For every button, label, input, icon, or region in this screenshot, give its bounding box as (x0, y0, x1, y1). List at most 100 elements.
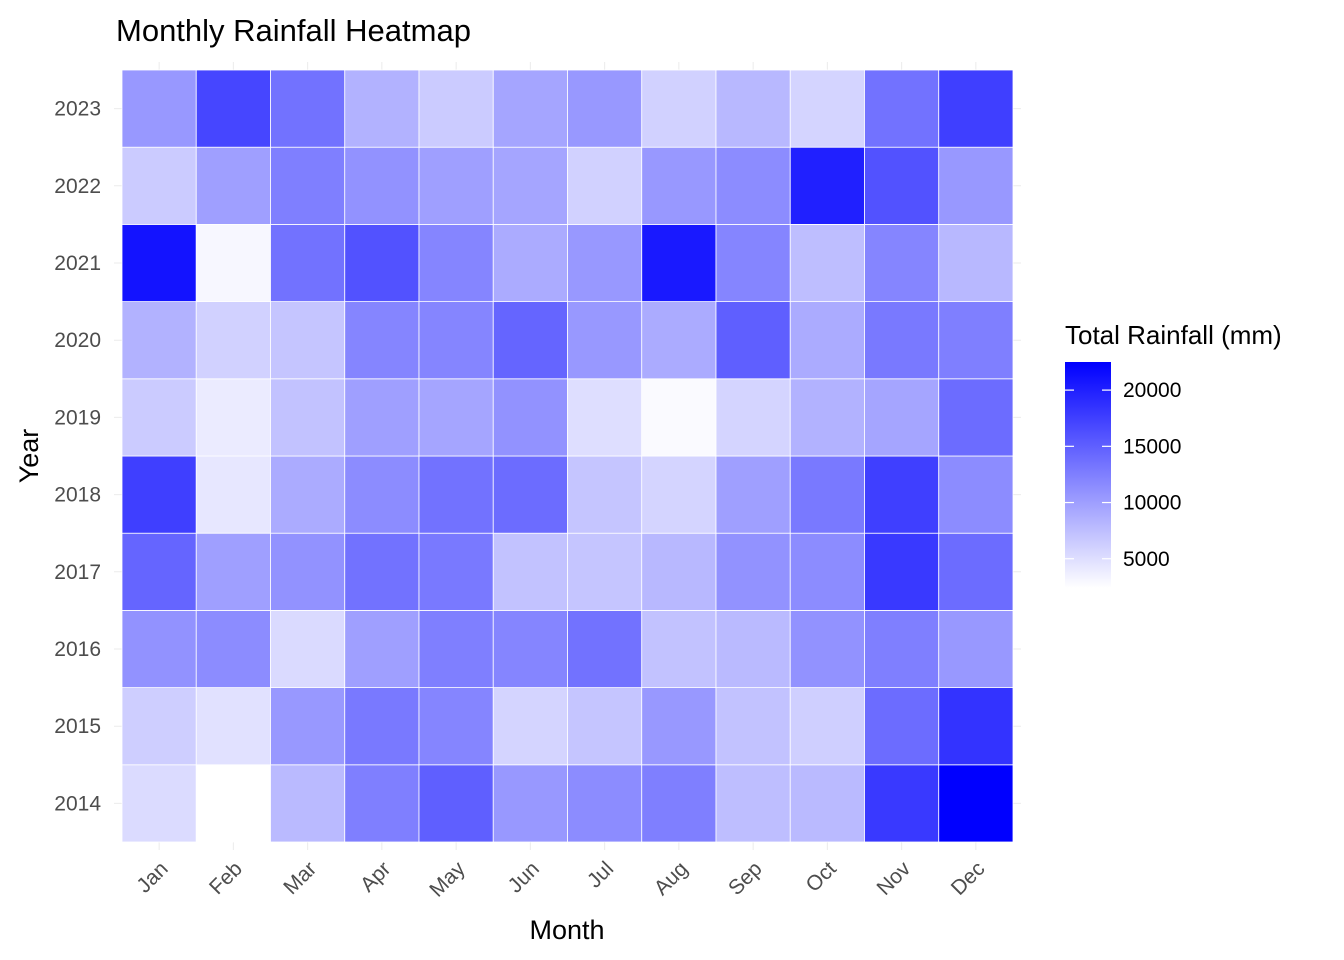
heatmap-cell-aug-2014 (641, 764, 717, 843)
y-axis-ticks: 2014 2015 2016 2017 2018 2019 2020 2021 2022 2023 (54, 98, 101, 816)
heatmap-cell-jan-2019 (121, 378, 197, 457)
heatmap-cell-mar-2015 (270, 687, 346, 766)
legend-title: Total Rainfall (mm) (1065, 320, 1282, 350)
heatmap-cell-jun-2014 (492, 764, 568, 843)
heatmap-cell-sep-2018 (715, 455, 791, 534)
heatmap-cell-jun-2018 (492, 455, 568, 534)
heatmap-cell-dec-2017 (938, 532, 1014, 611)
legend-colorbar (1065, 362, 1111, 588)
heatmap-cell-dec-2019 (938, 378, 1014, 457)
heatmap-cell-may-2019 (418, 378, 494, 457)
heatmap-cell-apr-2015 (344, 687, 420, 766)
heatmap-cell-feb-2023 (195, 69, 271, 148)
heatmap-cell-oct-2017 (789, 532, 865, 611)
heatmap-cell-may-2023 (418, 69, 494, 148)
heatmap-cell-jan-2015 (121, 687, 197, 766)
heatmap-cell-jun-2016 (492, 610, 568, 689)
heatmap-cell-feb-2016 (195, 610, 271, 689)
x-tick-label: May (425, 857, 470, 902)
heatmap-cell-jan-2023 (121, 69, 197, 148)
heatmap-cell-jan-2014 (121, 764, 197, 843)
y-tick-label: 2019 (54, 406, 101, 429)
heatmap-cell-nov-2014 (864, 764, 940, 843)
heatmap-cell-nov-2018 (864, 455, 940, 534)
heatmap-cell-mar-2020 (270, 301, 346, 380)
heatmap-cell-sep-2015 (715, 687, 791, 766)
heatmap-cell-may-2014 (418, 764, 494, 843)
heatmap-cell-oct-2018 (789, 455, 865, 534)
heatmap-cell-aug-2017 (641, 532, 717, 611)
heatmap-cell-aug-2020 (641, 301, 717, 380)
heatmap-cell-aug-2015 (641, 687, 717, 766)
heatmap-cell-jan-2022 (121, 146, 197, 225)
heatmap-cell-apr-2023 (344, 69, 420, 148)
heatmap-cell-sep-2023 (715, 69, 791, 148)
heatmap-cell-dec-2020 (938, 301, 1014, 380)
heatmap-cell-feb-2021 (195, 223, 271, 302)
heatmap-cell-jul-2016 (567, 610, 643, 689)
heatmap-cell-nov-2016 (864, 610, 940, 689)
y-tick-label: 2020 (54, 329, 101, 352)
legend-ticks: 5000 10000 15000 20000 (1065, 379, 1181, 571)
heatmap-cell-nov-2021 (864, 223, 940, 302)
heatmap-cell-jul-2023 (567, 69, 643, 148)
heatmap-cell-feb-2015 (195, 687, 271, 766)
heatmap-cell-apr-2021 (344, 223, 420, 302)
heatmap-cell-jul-2021 (567, 223, 643, 302)
heatmap-cell-oct-2020 (789, 301, 865, 380)
heatmap-cell-jun-2015 (492, 687, 568, 766)
legend-tick-label: 20000 (1123, 379, 1181, 402)
heatmap-cell-nov-2017 (864, 532, 940, 611)
heatmap-cell-mar-2022 (270, 146, 346, 225)
heatmap-cell-mar-2023 (270, 69, 346, 148)
heatmap-cells (121, 69, 1014, 843)
x-axis-ticks: Jan Feb Mar Apr May Jun Jul Aug Sep Oct Nov Dec (132, 857, 989, 902)
heatmap-cell-dec-2015 (938, 687, 1014, 766)
heatmap-cell-mar-2017 (270, 532, 346, 611)
heatmap-cell-dec-2014 (938, 764, 1014, 843)
y-tick-label: 2018 (54, 484, 101, 507)
heatmap-cell-jun-2023 (492, 69, 568, 148)
heatmap-cell-mar-2021 (270, 223, 346, 302)
heatmap-cell-mar-2018 (270, 455, 346, 534)
heatmap-cell-apr-2014 (344, 764, 420, 843)
heatmap-cell-dec-2021 (938, 223, 1014, 302)
heatmap-cell-sep-2022 (715, 146, 791, 225)
y-tick-label: 2015 (54, 715, 101, 738)
heatmap-cell-jul-2020 (567, 301, 643, 380)
heatmap-cell-dec-2023 (938, 69, 1014, 148)
heatmap-cell-aug-2016 (641, 610, 717, 689)
heatmap-cell-nov-2015 (864, 687, 940, 766)
heatmap-cell-aug-2019 (641, 378, 717, 457)
y-tick-label: 2021 (54, 252, 101, 275)
heatmap-cell-jul-2017 (567, 532, 643, 611)
heatmap-cell-sep-2019 (715, 378, 791, 457)
heatmap-cell-sep-2017 (715, 532, 791, 611)
heatmap-cell-feb-2020 (195, 301, 271, 380)
heatmap-cell-apr-2017 (344, 532, 420, 611)
heatmap-cell-aug-2018 (641, 455, 717, 534)
heatmap-cell-jul-2019 (567, 378, 643, 457)
y-tick-label: 2023 (54, 98, 101, 121)
heatmap-cell-oct-2019 (789, 378, 865, 457)
heatmap-cell-oct-2014 (789, 764, 865, 843)
heatmap-cell-dec-2022 (938, 146, 1014, 225)
heatmap-cell-jan-2021 (121, 223, 197, 302)
heatmap-cell-apr-2018 (344, 455, 420, 534)
heatmap-cell-dec-2018 (938, 455, 1014, 534)
heatmap-cell-may-2020 (418, 301, 494, 380)
heatmap-cell-jul-2014 (567, 764, 643, 843)
heatmap-cell-jul-2022 (567, 146, 643, 225)
x-tick-label: Mar (279, 857, 321, 899)
heatmap-cell-nov-2019 (864, 378, 940, 457)
heatmap-cell-feb-2017 (195, 532, 271, 611)
y-axis-title: Year (14, 429, 44, 484)
heatmap-cell-mar-2016 (270, 610, 346, 689)
heatmap-cell-feb-2018 (195, 455, 271, 534)
heatmap-cell-may-2016 (418, 610, 494, 689)
x-tick-label: Nov (872, 857, 915, 900)
y-tick-label: 2014 (54, 792, 101, 815)
heatmap-cell-nov-2023 (864, 69, 940, 148)
heatmap-cell-oct-2022 (789, 146, 865, 225)
